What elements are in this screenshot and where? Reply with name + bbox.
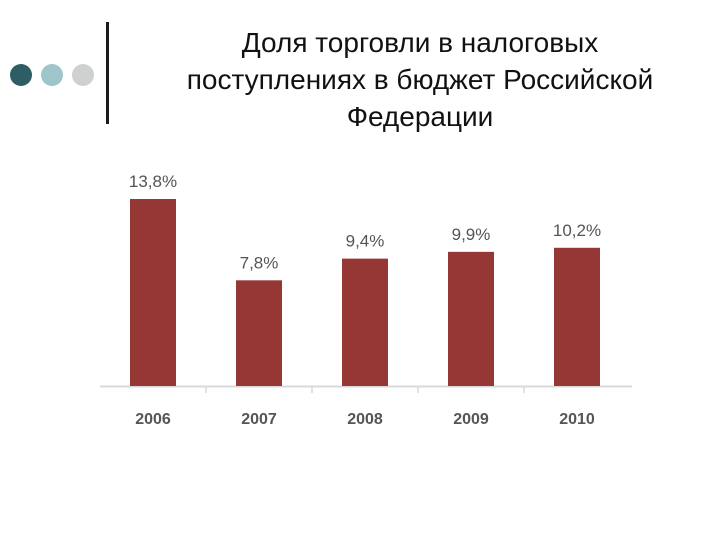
dot-dark — [10, 64, 32, 86]
bar-2006 — [130, 199, 176, 386]
title-line-3: Федерации — [346, 101, 494, 132]
data-label-2006: 13,8% — [129, 172, 177, 191]
tick-label-2006: 2006 — [135, 411, 171, 428]
title-divider — [106, 22, 109, 124]
bar-2007 — [236, 280, 282, 386]
slide-title: Доля торговли в налоговых поступлениях в… — [125, 24, 715, 135]
dot-light — [72, 64, 94, 86]
tick-label-2007: 2007 — [241, 411, 277, 428]
data-label-2010: 10,2% — [553, 221, 601, 240]
bar-2009 — [448, 251, 494, 386]
tick-label-2009: 2009 — [453, 411, 489, 428]
dot-teal — [41, 64, 63, 86]
data-label-2007: 7,8% — [240, 253, 279, 272]
data-label-2009: 9,9% — [452, 225, 491, 244]
tick-label-2010: 2010 — [559, 411, 595, 428]
data-label-2008: 9,4% — [346, 232, 385, 251]
bar-2010 — [554, 247, 600, 386]
decorative-dots — [10, 64, 94, 86]
title-line-2: поступлениях в бюджет Российской — [186, 64, 654, 95]
tick-label-2008: 2008 — [347, 411, 383, 428]
title-line-1: Доля торговли в налоговых — [241, 27, 599, 58]
bar-2008 — [342, 258, 388, 386]
